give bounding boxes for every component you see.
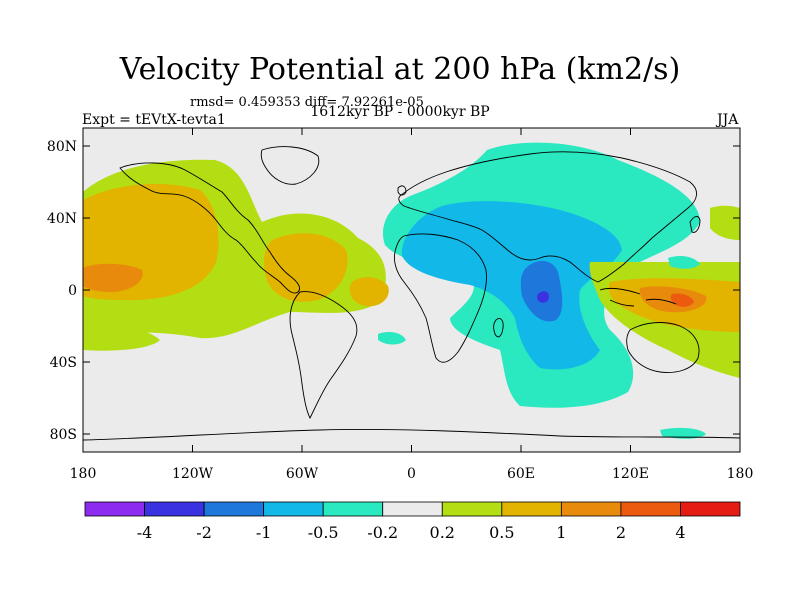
coast-madagascar — [493, 317, 504, 338]
colorbar-swatch — [84, 501, 145, 517]
coast-africa — [393, 233, 487, 363]
plot-title: Velocity Potential at 200 hPa (km2/s) — [119, 52, 681, 87]
lat-tick-label: 0 — [68, 283, 77, 299]
contour-neg-02-antarctic — [660, 427, 706, 439]
colorbar-label: -0.2 — [367, 523, 398, 542]
coast-greenland — [260, 146, 320, 185]
coastlines — [83, 146, 740, 441]
colorbar-label: 1 — [556, 523, 566, 542]
lat-tick-label: 80N — [47, 139, 77, 155]
coast-australia — [626, 322, 700, 373]
lat-tick-label: 40N — [47, 211, 77, 227]
coast-eurasia — [398, 151, 697, 283]
coast-antarctica — [83, 429, 740, 441]
contour-neg-02-nw-pacific — [668, 256, 700, 269]
lat-tick-label: 40S — [50, 355, 77, 371]
contour-pos-02-north-pacific — [710, 205, 740, 240]
colorbar-label: -0.5 — [308, 523, 339, 542]
rmsd-diff-stats: rmsd= 0.459353 diff= 7.92261e-05 — [190, 95, 424, 110]
time-period-label: 1612kyr BP - 0000kyr BP — [310, 104, 490, 120]
colorbar-swatch — [560, 501, 622, 517]
colorbar-swatch — [144, 501, 205, 517]
season-label: JJA — [717, 112, 739, 128]
colorbar-label: 0.2 — [430, 523, 455, 542]
colorbar: -4 -2 -1 -0.5 -0.2 0.2 0.5 1 2 4 — [84, 501, 741, 542]
lon-tick-label: 0 — [407, 466, 416, 482]
contour-neg-1-indian-ocean — [520, 260, 563, 322]
lon-tick-label: 120W — [172, 466, 214, 482]
coast-uk — [397, 185, 407, 196]
contour-neg-2-core — [536, 291, 549, 303]
contour-fields — [83, 142, 740, 439]
colorbar-swatch — [263, 501, 324, 517]
colorbar-swatch — [322, 501, 384, 517]
colorbar-swatch — [680, 501, 741, 517]
colorbar-label: -1 — [256, 523, 272, 542]
contour-neg-02-south-atlantic — [378, 332, 406, 345]
coast-north-america — [119, 162, 301, 294]
latitude-ticks: 80N 40N 0 40S 80S — [47, 139, 740, 443]
colorbar-swatch — [441, 501, 503, 517]
colorbar-swatch — [382, 501, 443, 517]
lon-tick-label: 120E — [612, 466, 649, 482]
contour-pos-1-pacific — [83, 263, 143, 292]
lat-tick-label: 80S — [50, 427, 77, 443]
colorbar-label: 4 — [675, 523, 685, 542]
colorbar-label: 0.5 — [489, 523, 514, 542]
contour-pos-2-maritime — [670, 293, 694, 307]
colorbar-swatch — [501, 501, 562, 517]
lon-tick-label: 60E — [507, 466, 535, 482]
colorbar-label: -2 — [196, 523, 212, 542]
coast-japan — [689, 215, 701, 233]
longitude-ticks: 180 120W 60W 0 60E 120E 180 — [70, 128, 754, 482]
colorbar-label: -4 — [137, 523, 153, 542]
lon-tick-label: 180 — [727, 466, 754, 482]
contour-pos-02-patagonia — [83, 324, 160, 351]
experiment-label: Expt = tEVtX-tevta1 — [82, 112, 226, 128]
lon-tick-label: 180 — [70, 466, 97, 482]
colorbar-label: 2 — [616, 523, 626, 542]
colorbar-swatch — [620, 501, 681, 517]
contour-neg-05-east — [401, 201, 622, 370]
coast-indonesia — [599, 287, 677, 307]
colorbar-swatch — [203, 501, 265, 517]
contour-pos-05-caribbean — [264, 233, 348, 302]
coast-south-america — [289, 291, 358, 420]
lon-tick-label: 60W — [286, 466, 319, 482]
contour-pos-05-atlantic — [349, 277, 389, 307]
